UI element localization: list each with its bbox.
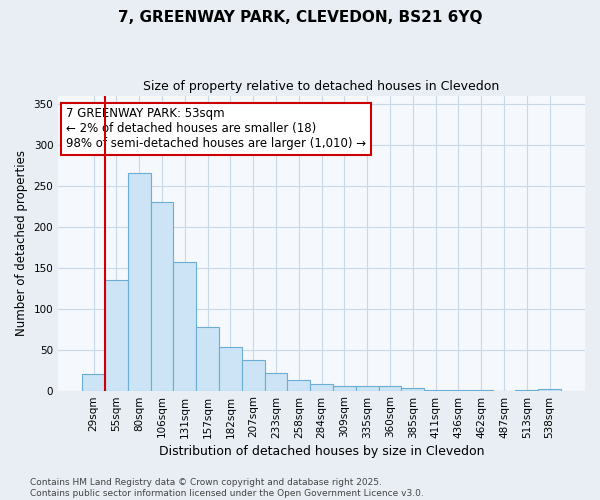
Bar [173, 262, 196, 390]
Bar [82, 374, 105, 390]
Bar [379, 386, 401, 390]
Text: Contains HM Land Registry data © Crown copyright and database right 2025.
Contai: Contains HM Land Registry data © Crown c… [30, 478, 424, 498]
X-axis label: Distribution of detached houses by size in Clevedon: Distribution of detached houses by size … [159, 444, 484, 458]
Bar [265, 372, 287, 390]
Bar [538, 389, 561, 390]
Bar [151, 202, 173, 390]
Bar [219, 347, 242, 391]
Bar [333, 386, 356, 390]
Title: Size of property relative to detached houses in Clevedon: Size of property relative to detached ho… [143, 80, 500, 93]
Bar [128, 174, 151, 390]
Text: 7, GREENWAY PARK, CLEVEDON, BS21 6YQ: 7, GREENWAY PARK, CLEVEDON, BS21 6YQ [118, 10, 482, 25]
Bar [401, 388, 424, 390]
Bar [287, 380, 310, 390]
Text: 7 GREENWAY PARK: 53sqm
← 2% of detached houses are smaller (18)
98% of semi-deta: 7 GREENWAY PARK: 53sqm ← 2% of detached … [66, 108, 366, 150]
Bar [356, 386, 379, 390]
Bar [242, 360, 265, 390]
Bar [310, 384, 333, 390]
Bar [196, 326, 219, 390]
Y-axis label: Number of detached properties: Number of detached properties [15, 150, 28, 336]
Bar [105, 280, 128, 390]
